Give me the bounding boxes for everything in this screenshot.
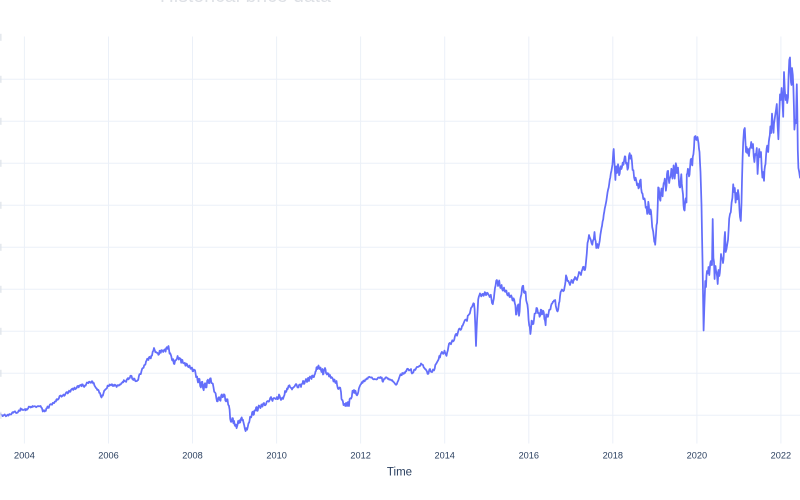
svg-text:2008: 2008: [182, 451, 202, 461]
svg-text:2006: 2006: [98, 451, 118, 461]
svg-text:2010: 2010: [266, 451, 286, 461]
svg-text:2016: 2016: [519, 451, 539, 461]
svg-text:2018: 2018: [603, 451, 623, 461]
svg-text:2020: 2020: [687, 451, 707, 461]
svg-text:2012: 2012: [350, 451, 370, 461]
svg-text:Time: Time: [387, 467, 412, 479]
svg-text:2014: 2014: [434, 451, 454, 461]
svg-text:2022: 2022: [771, 451, 791, 461]
svg-text:2004: 2004: [14, 451, 35, 462]
